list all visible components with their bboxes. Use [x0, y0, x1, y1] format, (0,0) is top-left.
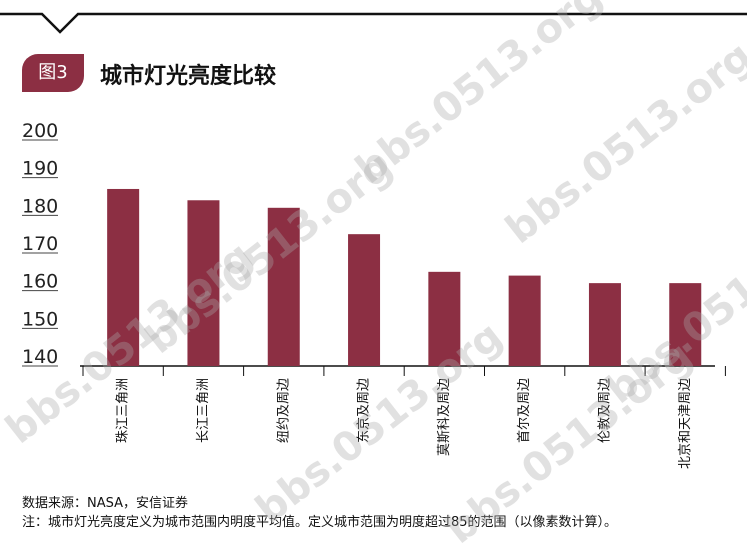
y-tick-label: 200 — [22, 120, 58, 142]
bar — [508, 275, 541, 366]
bar — [267, 207, 300, 366]
note-text: 注：城市灯光亮度定义为城市范围内明度平均值。定义城市范围为明度超过85的范围（以… — [22, 515, 618, 530]
y-tick-label: 140 — [22, 346, 58, 368]
y-tick-label: 180 — [22, 195, 58, 217]
x-tick-label: 珠江三角洲 — [116, 378, 131, 443]
x-tick-label: 莫斯科及周边 — [437, 378, 452, 456]
y-tick-label: 190 — [22, 158, 58, 180]
bar — [669, 283, 702, 366]
bar — [348, 234, 381, 366]
source-text: 数据来源：NASA，安信证券 — [22, 496, 189, 511]
bar-chart: 140 150 160 170 180 190 200 珠江三角洲 长江三角洲 纽约及周边 东京及周… — [22, 120, 726, 469]
y-tick-label: 170 — [22, 233, 58, 255]
footer: 数据来源：NASA，安信证券 注：城市灯光亮度定义为城市范围内明度平均值。定义城… — [22, 494, 732, 532]
x-tick-label: 长江三角洲 — [196, 378, 211, 443]
bar — [187, 200, 220, 366]
figure-badge: 图3 — [22, 54, 84, 92]
y-tick-label: 160 — [22, 271, 58, 293]
x-tick-label: 北京和天津周边 — [678, 378, 693, 469]
bar — [107, 188, 140, 366]
top-decoration — [0, 12, 747, 34]
bar — [428, 271, 461, 366]
x-tick-label: 纽约及周边 — [276, 378, 291, 443]
y-tick-label: 150 — [22, 308, 58, 330]
x-tick-label: 东京及周边 — [357, 378, 372, 443]
bar — [588, 283, 621, 366]
x-tick-label: 首尔及周边 — [517, 378, 532, 443]
chart-title: 城市灯光亮度比较 — [100, 64, 277, 89]
x-tick-label: 伦敦及周边 — [596, 378, 612, 443]
